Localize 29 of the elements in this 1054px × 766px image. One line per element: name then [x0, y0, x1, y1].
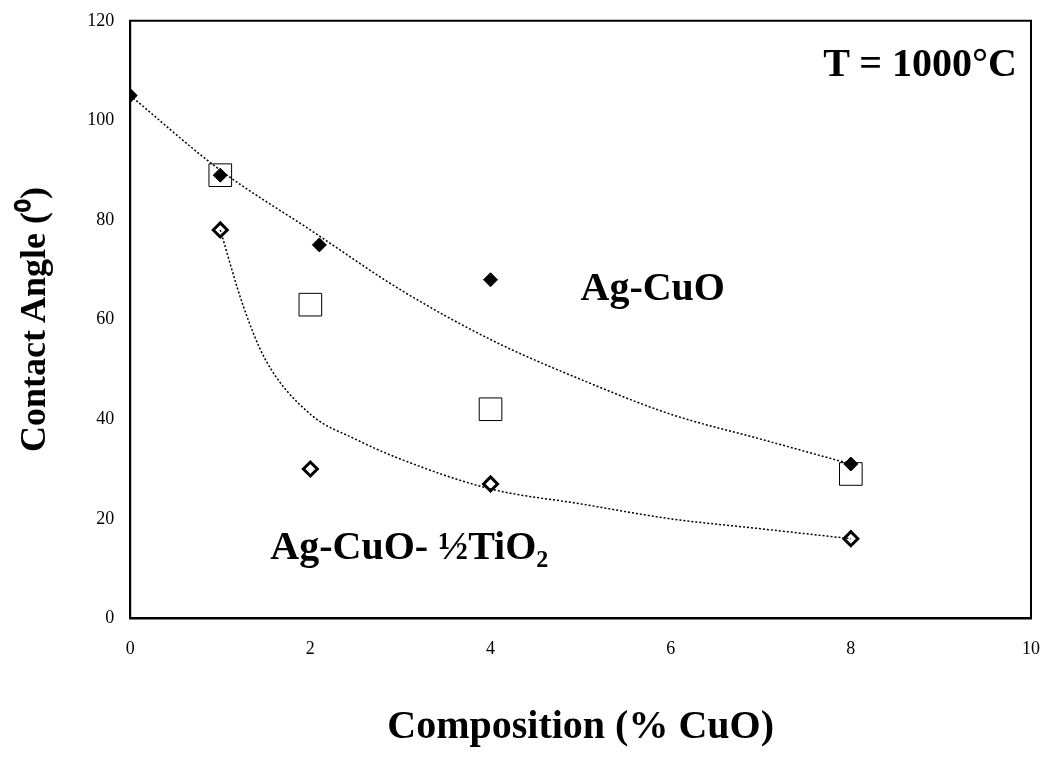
- y-tick-label: 60: [96, 308, 115, 329]
- x-tick-label: 10: [1022, 637, 1040, 658]
- x-tick-label: 8: [846, 637, 856, 658]
- point: [842, 530, 860, 548]
- y-tick-label: 20: [96, 507, 115, 528]
- point: [843, 456, 859, 472]
- y-tick-label: 120: [87, 9, 115, 30]
- text: Ag-CuO: [580, 264, 725, 310]
- x-tick-label: 0: [125, 637, 135, 658]
- y-tick-label: 80: [96, 208, 115, 229]
- x-axis-title: Composition (% CuO): [387, 702, 774, 748]
- series-label: Ag-CuO- ½TiO₂: [270, 523, 549, 569]
- x-tick-label: 2: [305, 637, 315, 658]
- point: [298, 292, 323, 317]
- point: [311, 237, 327, 253]
- x-tick-label: 4: [486, 637, 496, 658]
- x-tick-label: 6: [666, 637, 676, 658]
- point: [208, 163, 233, 187]
- point: [211, 221, 229, 239]
- point: [478, 397, 503, 422]
- y-tick-label: 100: [87, 109, 115, 130]
- point: [301, 460, 319, 478]
- annotation: T = 1000°C: [823, 40, 1017, 86]
- y-tick-label: 40: [96, 407, 115, 428]
- point: [482, 475, 500, 493]
- y-tick-label: 0: [105, 607, 115, 628]
- point: [483, 272, 499, 288]
- point: [839, 462, 863, 486]
- y-axis-title: Contact Angle (⁰): [12, 187, 53, 453]
